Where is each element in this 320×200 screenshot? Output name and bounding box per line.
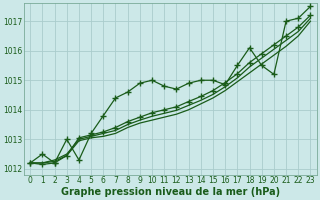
X-axis label: Graphe pression niveau de la mer (hPa): Graphe pression niveau de la mer (hPa) — [61, 187, 280, 197]
